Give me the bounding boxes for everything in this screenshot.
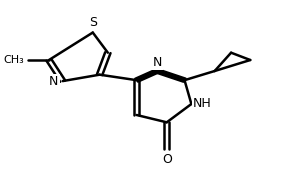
Text: O: O: [162, 153, 172, 166]
Text: N: N: [153, 56, 162, 69]
Text: NH: NH: [193, 97, 211, 110]
Text: S: S: [89, 16, 97, 29]
Text: CH₃: CH₃: [3, 55, 24, 65]
Text: N: N: [49, 75, 59, 88]
